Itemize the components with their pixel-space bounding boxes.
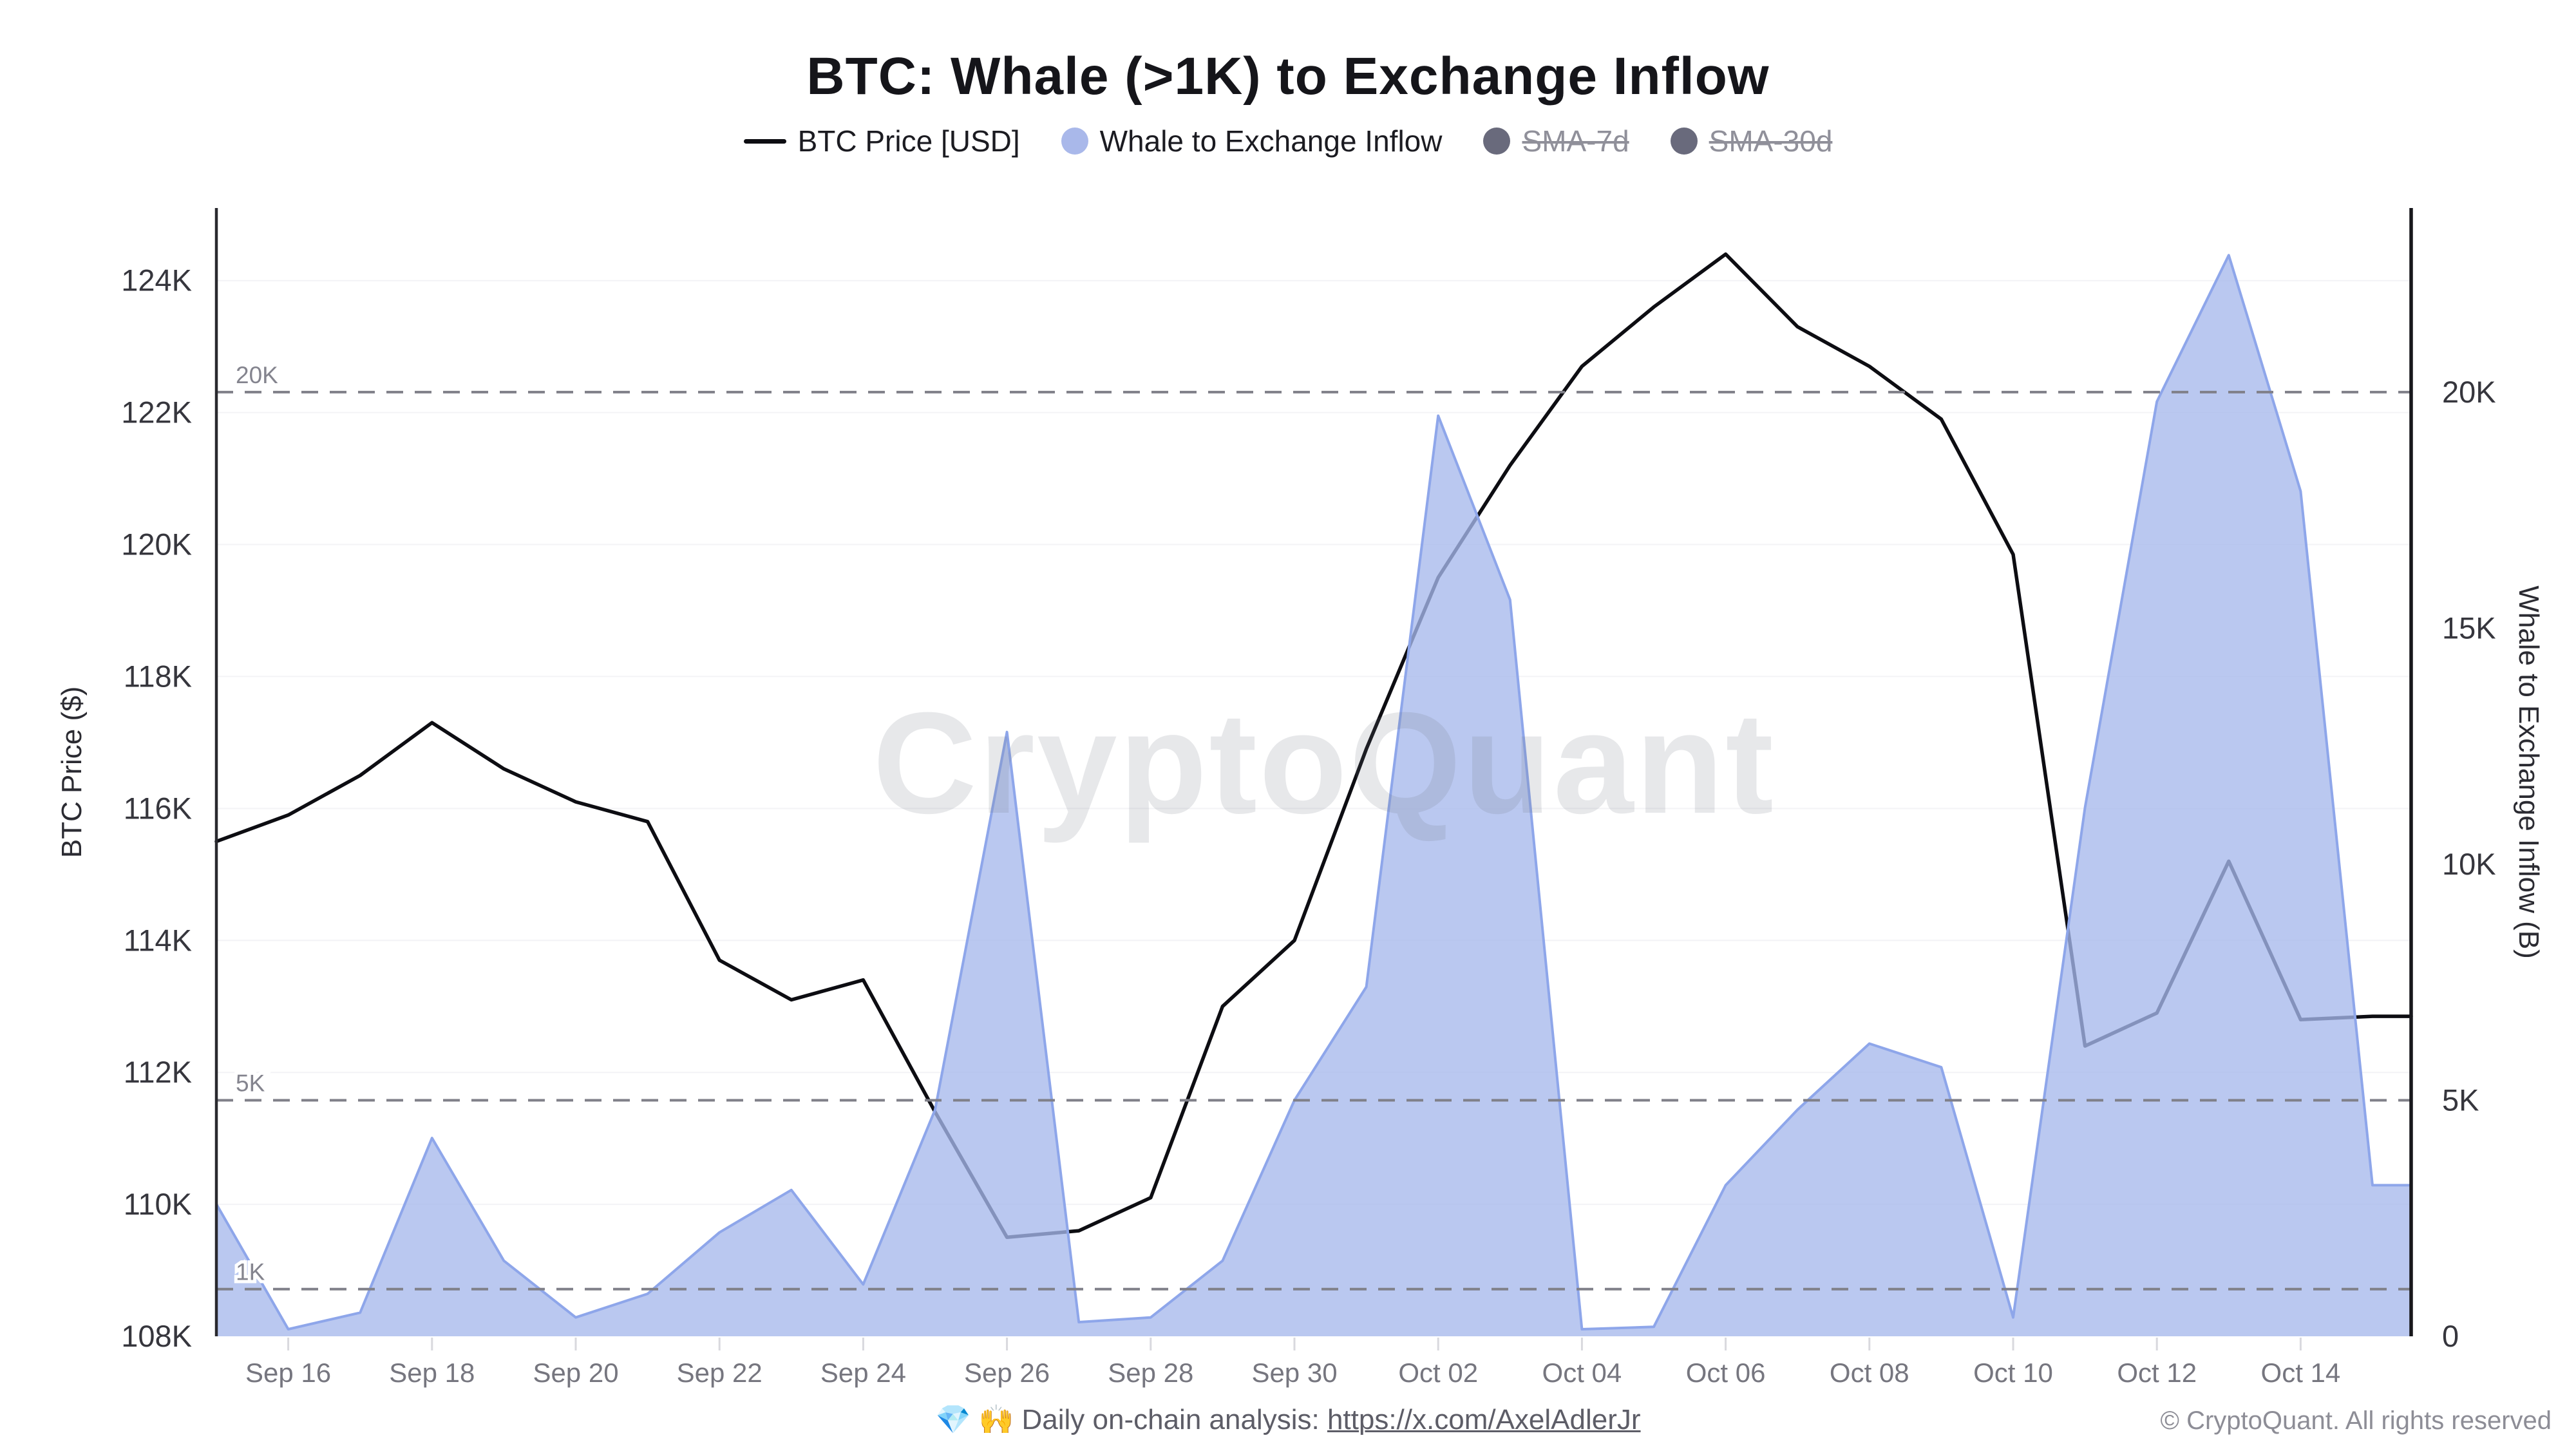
right-axis-title: Whale to Exchange Inflow (B): [2513, 585, 2544, 959]
x-tick-label: Sep 20: [533, 1358, 618, 1388]
x-tick-label: Sep 18: [389, 1358, 475, 1388]
reference-line-label: 1K: [236, 1259, 265, 1285]
dot-swatch-icon: [1670, 128, 1698, 155]
watermark: CryptoQuant: [873, 683, 1776, 844]
x-tick-label: Oct 10: [1973, 1358, 2053, 1388]
x-tick-label: Sep 16: [245, 1358, 331, 1388]
right-tick-label: 10K: [2442, 847, 2496, 881]
x-tick-label: Sep 28: [1108, 1358, 1193, 1388]
footer-link[interactable]: https://x.com/AxelAdlerJr: [1327, 1404, 1641, 1435]
inflow-area: [216, 255, 2411, 1336]
x-tick-label: Oct 12: [2117, 1358, 2197, 1388]
left-tick-label: 124K: [121, 263, 192, 298]
left-tick-label: 112K: [124, 1055, 192, 1089]
left-tick-label: 118K: [124, 659, 192, 693]
x-tick-label: Oct 02: [1398, 1358, 1478, 1388]
x-tick-label: Sep 24: [820, 1358, 906, 1388]
legend-item-label: BTC Price [USD]: [797, 124, 1020, 158]
page-title: BTC: Whale (>1K) to Exchange Inflow: [806, 47, 1770, 106]
right-tick-label: 15K: [2442, 611, 2496, 645]
right-tick-label: 20K: [2442, 375, 2496, 409]
x-tick-label: Oct 08: [1830, 1358, 1909, 1388]
x-tick-label: Sep 22: [677, 1358, 762, 1388]
legend: BTC Price [USD] Whale to Exchange Inflow…: [0, 124, 2576, 158]
right-tick-label: 5K: [2442, 1083, 2479, 1117]
copyright-text: © CryptoQuant. All rights reserved: [2160, 1406, 2552, 1435]
left-tick-label: 108K: [121, 1319, 192, 1353]
legend-item-label: SMA-7d: [1522, 124, 1629, 158]
gem-hands-emoji-icon: 💎 🙌: [935, 1404, 1014, 1435]
dot-swatch-icon: [1483, 128, 1511, 155]
legend-item-label: Whale to Exchange Inflow: [1099, 124, 1443, 158]
reference-line-label: 5K: [236, 1070, 265, 1097]
left-axis-title: BTC Price ($): [56, 686, 88, 858]
x-tick-label: Oct 14: [2261, 1358, 2341, 1388]
x-tick-label: Oct 06: [1686, 1358, 1766, 1388]
legend-item-sma-30d[interactable]: SMA-30d: [1670, 124, 1833, 158]
dot-swatch-icon: [1061, 128, 1088, 155]
right-tick-label: 0: [2442, 1319, 2459, 1353]
left-tick-label: 110K: [124, 1187, 192, 1221]
x-tick-label: Oct 04: [1542, 1358, 1622, 1388]
left-tick-label: 120K: [121, 527, 192, 562]
left-tick-label: 122K: [121, 395, 192, 430]
inflow-area-edge: [215, 254, 2411, 1331]
reference-line-label: 20K: [236, 362, 278, 388]
left-tick-label: 114K: [124, 923, 192, 957]
x-tick-label: Sep 26: [964, 1358, 1050, 1388]
legend-item-btc-price[interactable]: BTC Price [USD]: [743, 124, 1020, 158]
footer-note-text: Daily on-chain analysis:: [1021, 1404, 1320, 1435]
legend-item-whale-inflow[interactable]: Whale to Exchange Inflow: [1061, 124, 1443, 158]
left-tick-label: 116K: [124, 791, 192, 825]
legend-item-sma-7d[interactable]: SMA-7d: [1483, 124, 1629, 158]
x-tick-label: Sep 30: [1251, 1358, 1337, 1388]
line-swatch-icon: [743, 138, 786, 144]
footer-note: 💎 🙌 Daily on-chain analysis: https://x.c…: [0, 1403, 2576, 1436]
legend-item-label: SMA-30d: [1709, 124, 1833, 158]
